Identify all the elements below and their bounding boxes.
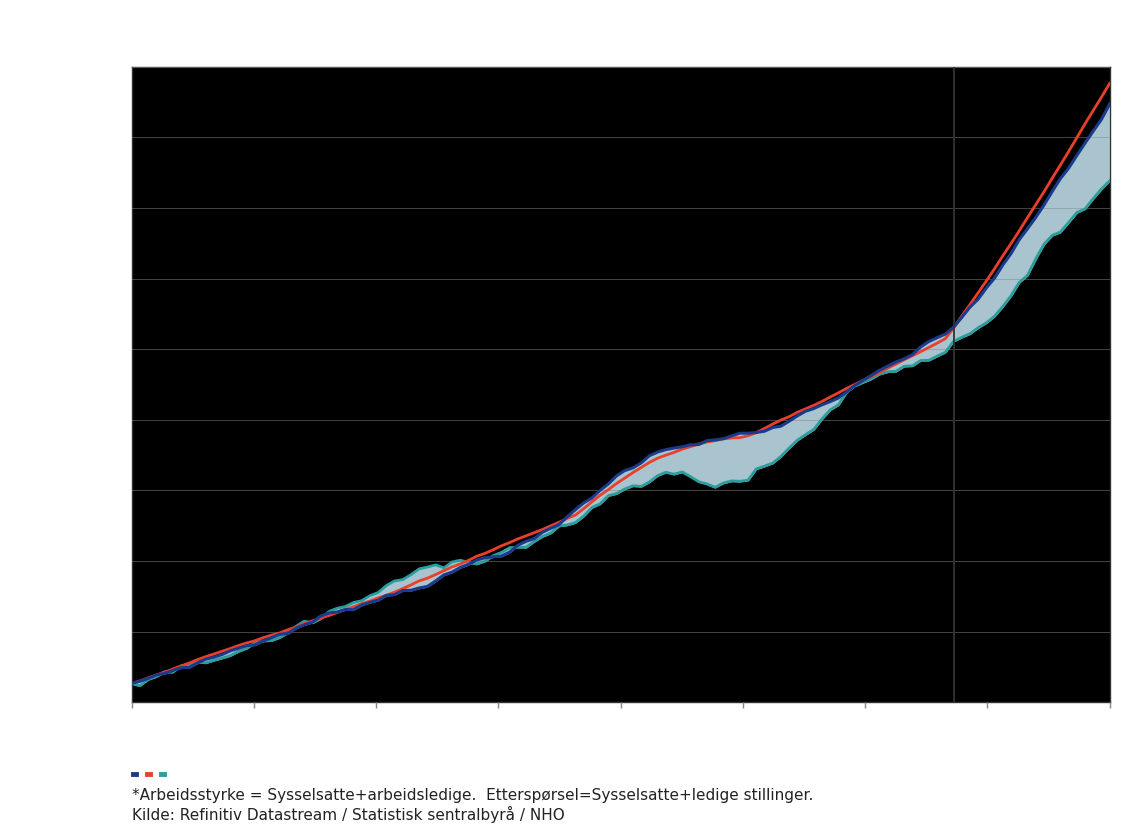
Legend: , , : , , — [133, 772, 165, 775]
Text: *Arbeidsstyrke = Sysselsatte+arbeidsledige.  Etterspørsel=Sysselsatte+ledige sti: *Arbeidsstyrke = Sysselsatte+arbeidsledi… — [132, 788, 813, 803]
Text: Kilde: Refinitiv Datastream / Statistisk sentralbyrå / NHO: Kilde: Refinitiv Datastream / Statistisk… — [132, 806, 564, 823]
